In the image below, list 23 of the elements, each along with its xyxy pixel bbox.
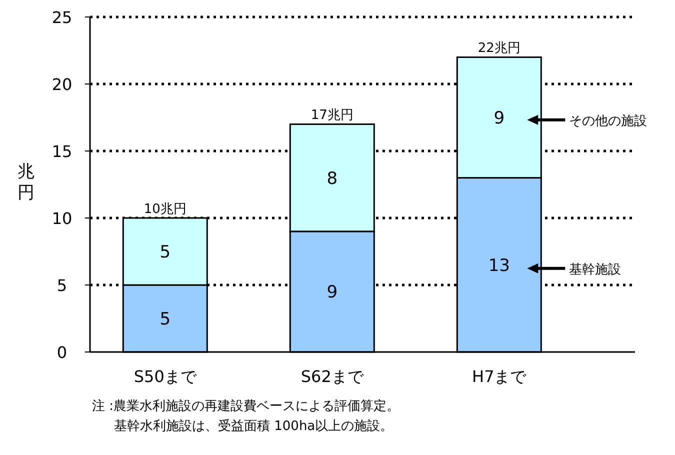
legend-label: その他の施設 <box>569 114 648 129</box>
total-label: 22兆円 <box>478 41 520 56</box>
data-label: 5 <box>160 310 171 330</box>
y-tick-label: 10 <box>52 209 72 228</box>
legend-label: 基幹施設 <box>569 262 622 278</box>
data-label: 9 <box>326 282 338 303</box>
y-axis-title: 兆円 <box>18 162 34 203</box>
total-label: 17兆円 <box>310 108 354 124</box>
text: 注 :農業水利施設の再建設費ベースによる評価算定。 <box>92 399 400 414</box>
x-tick-label: S50まで <box>134 367 198 386</box>
data-label: 8 <box>326 168 338 189</box>
data-label: 5 <box>160 242 171 262</box>
y-tick-label: 15 <box>52 142 72 161</box>
data-label: 9 <box>494 108 505 128</box>
y-tick-label: 0 <box>56 343 68 362</box>
x-tick-label: H7まで <box>472 367 528 386</box>
y-tick-label: 5 <box>56 276 68 295</box>
y-tick-label: 20 <box>52 75 72 94</box>
x-tick-label: S62まで <box>300 367 364 386</box>
text: 基幹水利施設は、受益面積 100ha以上の施設。 <box>114 419 394 434</box>
y-tick-label: 25 <box>52 8 72 27</box>
total-label: 10兆円 <box>144 202 186 217</box>
data-label: 13 <box>488 256 510 276</box>
